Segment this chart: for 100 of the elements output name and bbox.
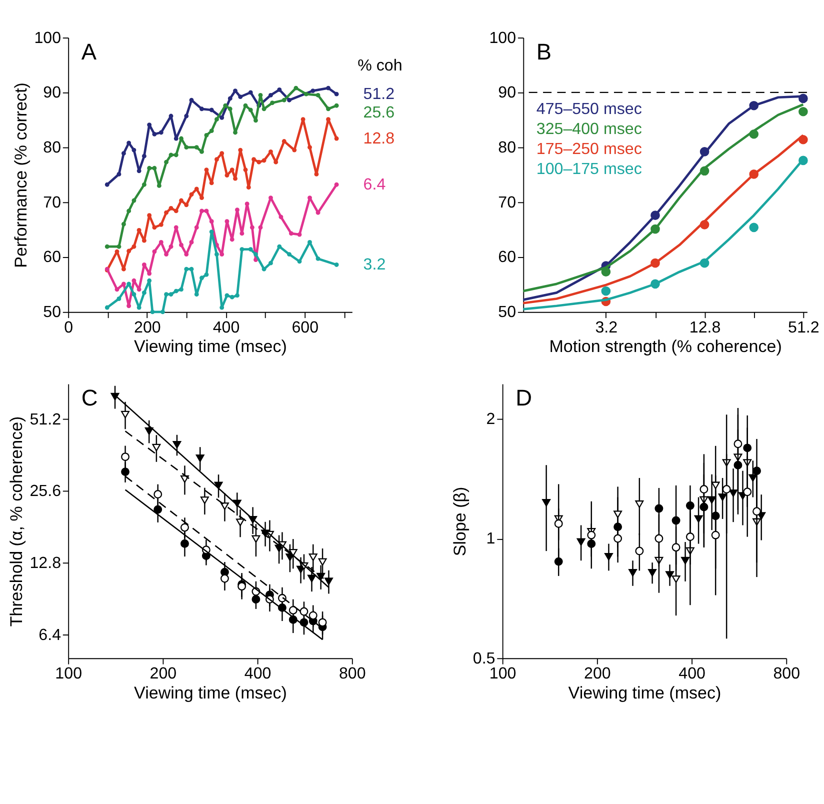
point	[243, 168, 248, 172]
point	[223, 103, 228, 108]
point	[116, 244, 122, 249]
point	[116, 296, 122, 301]
y-tick-label: 6.4	[38, 626, 62, 644]
point	[209, 128, 214, 134]
point	[168, 206, 174, 210]
point	[174, 208, 178, 214]
point	[168, 114, 174, 118]
point	[250, 225, 254, 230]
point	[142, 290, 146, 295]
point	[200, 106, 204, 112]
point	[158, 130, 164, 135]
x-axis-title: Viewing time (msec)	[134, 337, 287, 356]
point	[200, 196, 204, 200]
x-tick-label: 400	[212, 318, 240, 336]
point	[121, 222, 126, 226]
point	[334, 92, 339, 96]
y-tick-label: 80	[498, 138, 516, 157]
x-tick-label: 400	[678, 664, 706, 683]
point	[142, 238, 146, 243]
point	[164, 210, 168, 215]
point	[224, 293, 230, 298]
point	[277, 87, 282, 92]
point	[184, 145, 189, 150]
point	[168, 244, 174, 249]
point	[326, 106, 330, 112]
point	[168, 152, 174, 158]
x-tick-label: 200	[134, 318, 161, 336]
point	[268, 260, 273, 266]
point	[104, 182, 110, 187]
point	[126, 304, 132, 308]
point	[209, 230, 214, 234]
point	[214, 117, 219, 122]
point	[121, 151, 126, 156]
point	[132, 278, 136, 283]
point	[238, 94, 243, 100]
point	[104, 305, 110, 310]
point	[194, 292, 199, 297]
point	[334, 103, 339, 108]
point	[184, 202, 189, 208]
point	[194, 145, 199, 150]
y-tick-label: 100	[34, 28, 62, 47]
point	[334, 182, 339, 187]
point	[194, 225, 199, 230]
point	[114, 287, 120, 292]
point	[136, 228, 142, 232]
point	[142, 262, 146, 267]
y-tick-label: 0.5	[472, 649, 496, 668]
point	[126, 208, 132, 214]
point	[310, 88, 316, 93]
x-axis-title: Viewing time (msec)	[568, 683, 722, 702]
point	[220, 115, 224, 120]
point	[238, 148, 243, 152]
point	[214, 157, 219, 162]
point	[220, 252, 224, 257]
y-axis-title: Threshold (α, % coherence)	[7, 416, 26, 627]
point	[189, 192, 194, 197]
point	[104, 244, 110, 249]
point	[256, 160, 262, 164]
y-tick-label: 2	[486, 410, 496, 428]
y-axis-title: Slope (β)	[450, 486, 470, 556]
y-tick-label: 90	[43, 84, 62, 102]
x-tick-label: 200	[150, 664, 177, 683]
point	[287, 252, 292, 257]
point	[248, 90, 253, 95]
text: 175–250 msec	[536, 140, 642, 158]
point	[316, 92, 320, 98]
point	[233, 176, 238, 181]
point	[278, 214, 284, 220]
y-tick-label: 70	[498, 193, 516, 212]
point	[132, 292, 136, 297]
x-axis-title: Viewing time (msec)	[134, 683, 287, 702]
point	[334, 262, 339, 267]
point	[179, 198, 184, 203]
point	[189, 240, 194, 244]
point	[184, 114, 189, 118]
point	[204, 208, 209, 214]
series-label: 3.2	[363, 255, 386, 274]
point	[168, 292, 174, 297]
x-tick-label: 800	[773, 664, 800, 683]
chart-title: D	[516, 384, 532, 411]
x-tick-label: 0	[64, 318, 74, 336]
point	[262, 106, 266, 112]
legend-title: % coh	[358, 56, 402, 74]
point	[258, 92, 263, 98]
y-tick-label: 70	[43, 193, 62, 212]
y-tick-label: 60	[498, 248, 516, 266]
x-tick-label: 3.2	[595, 318, 618, 336]
point	[282, 139, 286, 144]
y-tick-label: 50	[498, 303, 516, 322]
y-tick-label: 50	[43, 303, 62, 322]
point	[297, 232, 302, 237]
point	[164, 160, 168, 164]
text: 325–400 msec	[536, 120, 642, 138]
point	[184, 266, 189, 272]
point	[147, 278, 152, 283]
x-tick-label: 600	[292, 318, 319, 336]
chart-title: B	[536, 38, 552, 64]
point	[209, 108, 214, 112]
